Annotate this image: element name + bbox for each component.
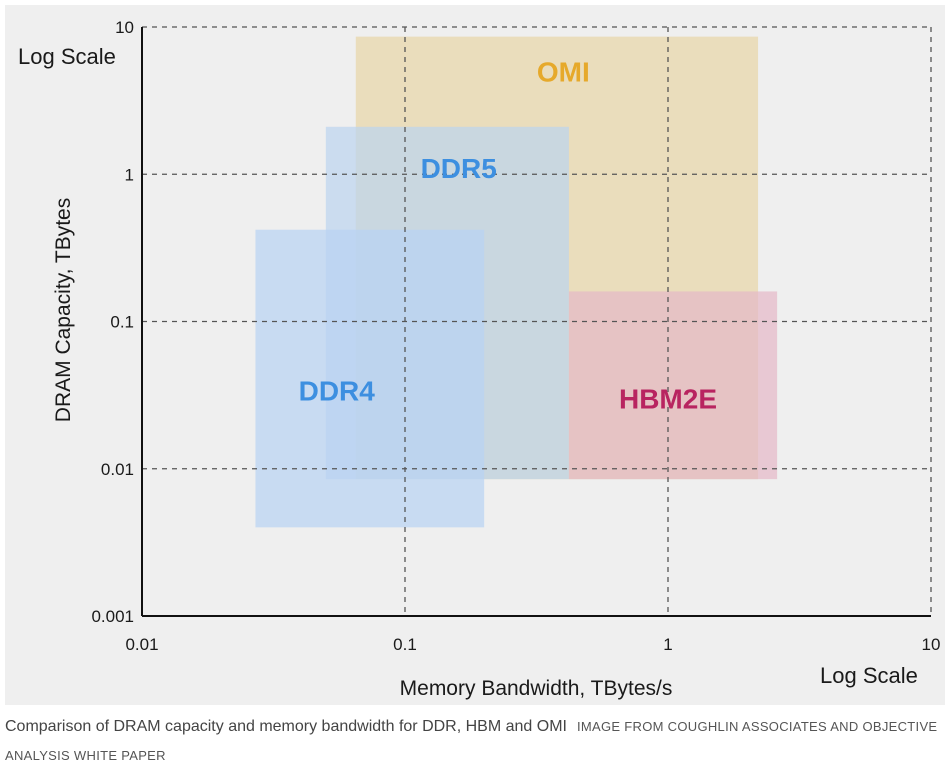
y-tick-label: 0.001 — [91, 607, 134, 626]
caption-text: Comparison of DRAM capacity and memory b… — [5, 718, 567, 735]
y-axis-title: DRAM Capacity, TBytes — [52, 198, 75, 422]
caption-credit: IMAGE FROM COUGHLIN ASSOCIATES AND OBJEC… — [5, 719, 938, 763]
y-tick-label: 0.1 — [110, 313, 134, 332]
figure-caption: Comparison of DRAM capacity and memory b… — [5, 712, 945, 770]
x-scale-note: Log Scale — [820, 663, 918, 688]
y-scale-note: Log Scale — [18, 44, 116, 69]
y-tick-label: 1 — [125, 165, 134, 184]
x-tick-label: 10 — [922, 635, 941, 654]
x-tick-label: 0.1 — [393, 635, 417, 654]
y-tick-label: 10 — [115, 18, 134, 37]
region-label-ddr5: DDR5 — [421, 153, 497, 184]
chart-svg: 0.01 0.1 1 10 0.001 0.01 0.1 1 10 OMI DDR5 DDR4 HBM… — [18, 18, 941, 700]
region-label-ddr4: DDR4 — [299, 375, 376, 406]
region-label-hbm2e: HBM2E — [619, 383, 717, 414]
region-ddr4 — [255, 229, 485, 528]
y-tick-label: 0.01 — [101, 460, 134, 479]
region-label-omi: OMI — [537, 56, 590, 87]
chart-figure: 0.01 0.1 1 10 0.001 0.01 0.1 1 10 OMI DDR5 DDR4 HBM… — [5, 5, 945, 705]
x-tick-label: 1 — [663, 635, 672, 654]
x-tick-label: 0.01 — [125, 635, 158, 654]
region-hbm2e — [568, 291, 778, 480]
x-axis-title: Memory Bandwidth, TBytes/s — [400, 677, 673, 700]
